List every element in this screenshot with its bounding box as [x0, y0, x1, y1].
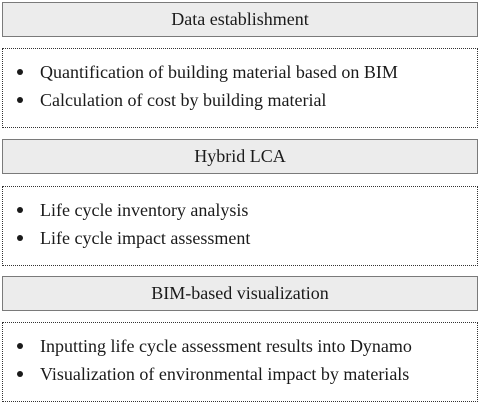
section-details-bim-visualization: Inputting life cycle assessment results … — [2, 322, 478, 402]
section-details-data-establishment: Quantification of building material base… — [2, 48, 478, 128]
bullet-icon — [17, 207, 23, 213]
list-item-text: Quantification of building material base… — [40, 61, 398, 82]
list-item: Life cycle impact assessment — [17, 224, 477, 252]
section-header-data-establishment: Data establishment — [2, 2, 478, 37]
section-title: Data establishment — [171, 9, 309, 29]
list-item: Life cycle inventory analysis — [17, 196, 477, 224]
list-item: Calculation of cost by building material — [17, 86, 477, 114]
section-title: Hybrid LCA — [194, 146, 286, 166]
list-item: Visualization of environmental impact by… — [17, 360, 477, 388]
list-item-text: Calculation of cost by building material — [40, 89, 327, 110]
bullet-icon — [17, 343, 23, 349]
bullet-icon — [17, 235, 23, 241]
list-item-text: Visualization of environmental impact by… — [40, 363, 410, 384]
bullet-icon — [17, 97, 23, 103]
list-item: Inputting life cycle assessment results … — [17, 332, 477, 360]
section-title: BIM-based visualization — [151, 283, 329, 303]
list-item-text: Inputting life cycle assessment results … — [40, 335, 412, 356]
list-item-text: Life cycle impact assessment — [40, 227, 251, 248]
list-item-text: Life cycle inventory analysis — [40, 199, 249, 220]
bullet-icon — [17, 69, 23, 75]
section-header-hybrid-lca: Hybrid LCA — [2, 139, 478, 174]
section-header-bim-visualization: BIM-based visualization — [2, 276, 478, 311]
bullet-icon — [17, 371, 23, 377]
list-item: Quantification of building material base… — [17, 58, 477, 86]
section-details-hybrid-lca: Life cycle inventory analysis Life cycle… — [2, 186, 478, 266]
